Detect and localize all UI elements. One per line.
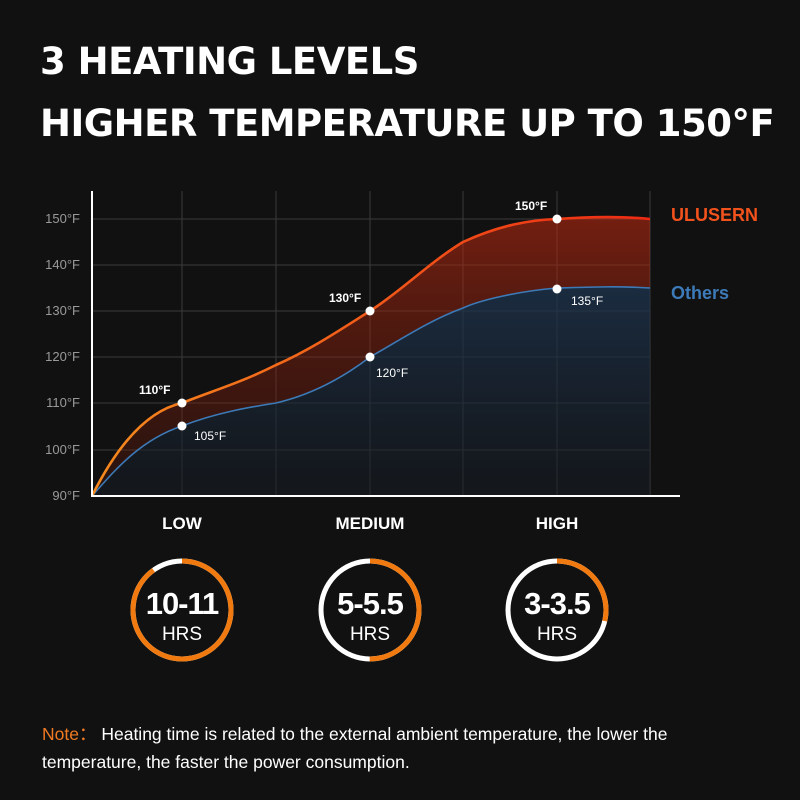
footnote: Note： Heating time is related to the ext…	[42, 720, 762, 776]
others-area	[92, 286, 650, 496]
y-tick-100: 100°F	[45, 442, 80, 457]
label-ulusern-high: 150°F	[515, 199, 548, 213]
level-high: HIGH	[535, 514, 579, 533]
point-others-medium	[365, 352, 375, 362]
ring-progress-high	[505, 558, 609, 662]
point-others-high	[552, 284, 562, 294]
data-points	[177, 214, 562, 431]
ring-high: 3-3.5 HRS	[505, 558, 609, 662]
ring-high-unit: HRS	[536, 624, 578, 645]
y-tick-120: 120°F	[45, 349, 80, 364]
ring-medium-value: 5-5.5	[337, 586, 404, 621]
y-tick-130: 130°F	[45, 303, 80, 318]
level-low: LOW	[162, 514, 202, 533]
note-text: Heating time is related to the external …	[42, 724, 668, 772]
y-tick-110: 110°F	[46, 395, 80, 410]
point-ulusern-medium	[365, 306, 375, 316]
ring-low: 10-11 HRS	[130, 558, 234, 662]
headline-line-1: 3 HEATING LEVELS	[40, 40, 419, 83]
headline-line-2: HIGHER TEMPERATURE UP TO 150°F	[40, 102, 775, 145]
ring-low-unit: HRS	[161, 624, 203, 645]
label-ulusern-low: 110°F	[139, 383, 171, 397]
y-tick-150: 150°F	[45, 211, 80, 226]
level-medium: MEDIUM	[335, 514, 405, 533]
ring-medium-unit: HRS	[349, 624, 391, 645]
legend-others: Others	[671, 283, 730, 303]
y-tick-90: 90°F	[52, 488, 80, 503]
ring-progress-low	[130, 558, 234, 662]
label-others-low: 105°F	[194, 429, 227, 443]
ring-low-value: 10-11	[145, 586, 220, 621]
point-ulusern-high	[552, 214, 562, 224]
point-others-low	[177, 421, 187, 431]
ring-high-value: 3-3.5	[524, 586, 591, 621]
ring-progress-medium	[318, 558, 422, 662]
temperature-chart	[90, 191, 680, 497]
point-ulusern-low	[177, 398, 187, 408]
label-others-high: 135°F	[571, 294, 604, 308]
label-others-medium: 120°F	[376, 366, 409, 380]
y-tick-140: 140°F	[45, 257, 80, 272]
ring-medium: 5-5.5 HRS	[318, 558, 422, 662]
legend-ulusern: ULUSERN	[671, 205, 759, 225]
note-label: Note：	[42, 724, 97, 744]
ulusern-area	[92, 217, 650, 496]
label-ulusern-medium: 130°F	[329, 291, 362, 305]
